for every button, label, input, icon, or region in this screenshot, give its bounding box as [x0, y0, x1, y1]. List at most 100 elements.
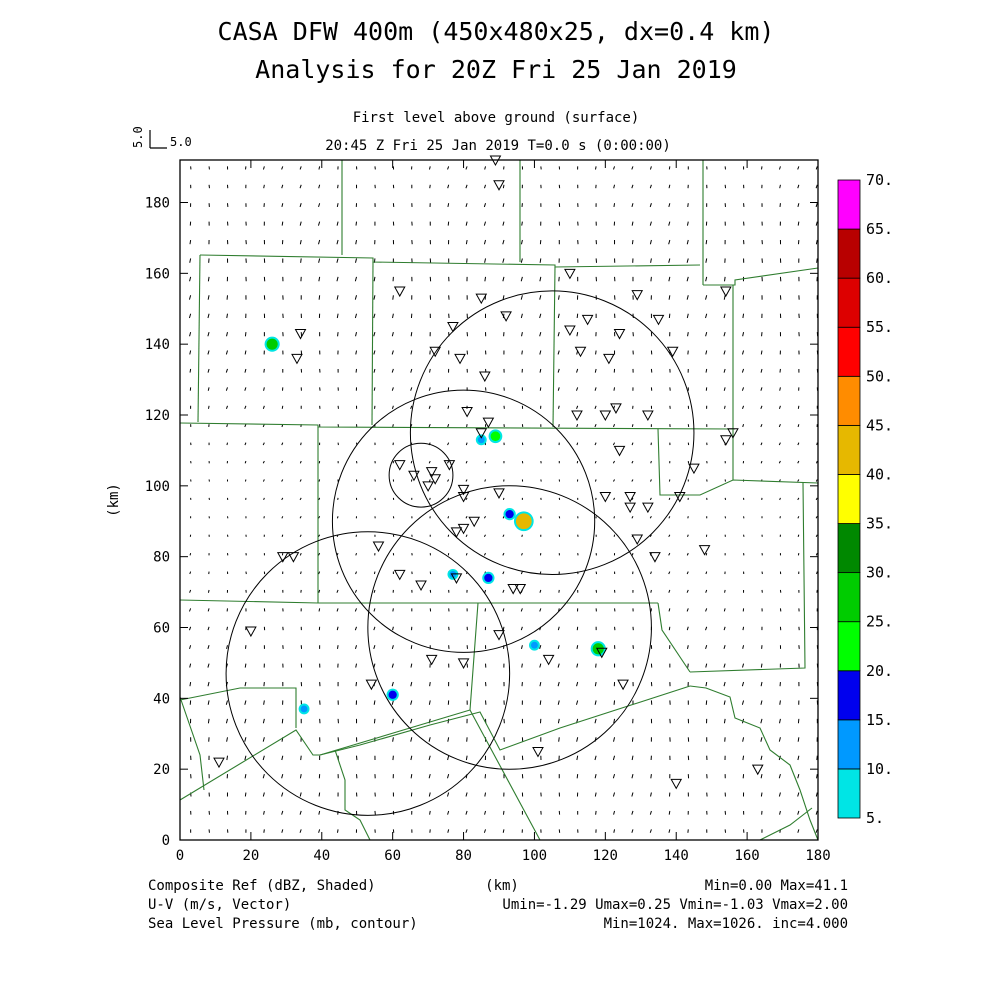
wind-vector [668, 534, 671, 538]
wind-vector [521, 221, 523, 226]
x-tick-label: 160 [734, 848, 759, 864]
station-marker [245, 626, 257, 638]
wind-vector [336, 203, 339, 208]
colorbar-label: 15. [866, 711, 893, 729]
wind-vector [521, 332, 523, 337]
wind-vector [539, 350, 542, 355]
wind-vector [539, 663, 542, 668]
plot-frame-background [180, 160, 818, 840]
wind-vector [815, 792, 818, 797]
wind-vector [428, 737, 431, 742]
x-tick-label: 120 [593, 848, 618, 864]
y-tick-label: 40 [153, 691, 170, 707]
wind-vector [318, 571, 321, 575]
wind-vector [281, 810, 284, 815]
y-tick-label: 180 [145, 196, 170, 212]
wind-vector [686, 589, 689, 593]
wind-vector [502, 626, 505, 631]
wind-vector [410, 681, 413, 687]
wind-vector [650, 276, 652, 282]
wind-vector [428, 166, 431, 170]
wind-vector [299, 552, 302, 556]
wind-vector [281, 203, 284, 208]
wind-vector [815, 203, 818, 208]
wind-vector [263, 184, 265, 189]
wind-vector [410, 645, 413, 649]
wind-vector [686, 221, 689, 226]
wind-vector [613, 387, 616, 391]
wind-vector [299, 829, 302, 833]
wind-vector [373, 276, 376, 282]
wind-vector [723, 350, 726, 355]
wind-vector [520, 645, 523, 649]
wind-vector [612, 755, 616, 761]
wind-vector [594, 774, 597, 779]
wind-vector [815, 552, 818, 556]
colorbar-swatch [837, 719, 861, 770]
wind-vector [318, 589, 321, 593]
wind-vector [668, 239, 671, 245]
wind-vector [355, 332, 357, 337]
wind-vector [631, 166, 634, 170]
wind-vector [189, 571, 192, 575]
wind-vector [336, 829, 339, 833]
wind-vector [244, 718, 247, 724]
wind-vector [189, 331, 192, 337]
wind-vector [576, 332, 579, 337]
wind-vector [668, 276, 671, 282]
reflectivity-cell [515, 513, 532, 530]
wind-vector [797, 516, 800, 519]
wind-vector [502, 276, 505, 282]
wind-vector [483, 552, 486, 556]
wind-vector [207, 368, 210, 373]
wind-vector [797, 203, 800, 208]
station-marker [670, 778, 683, 790]
time-label: 20:45 Z Fri 25 Jan 2019 T=0.0 s (0:00:00… [325, 138, 671, 154]
wind-vector [797, 184, 800, 189]
wind-vector [299, 460, 302, 464]
wind-vector [576, 442, 579, 446]
wind-vector [631, 460, 634, 464]
footer-field1-stats: Min=0.00 Max=41.1 [705, 878, 848, 894]
wind-vector [687, 645, 689, 649]
wind-vector [299, 221, 302, 226]
station-marker [631, 534, 644, 545]
wind-vector [373, 350, 376, 355]
wind-vector [797, 460, 800, 464]
wind-vector [447, 516, 450, 519]
wind-vector [760, 737, 763, 742]
wind-vector [428, 479, 431, 482]
wind-vector [668, 203, 671, 208]
wind-vector [705, 295, 708, 300]
wind-vector [723, 645, 726, 650]
wind-vector [465, 792, 468, 797]
wind-vector [594, 681, 597, 687]
wind-vector [631, 497, 634, 501]
wind-vector [705, 331, 708, 337]
wind-vector [631, 479, 634, 482]
wind-vector [281, 184, 284, 189]
wind-vector [649, 829, 652, 833]
colorbar-label: 60. [866, 269, 893, 287]
station-marker [631, 290, 644, 301]
wind-vector [779, 387, 781, 391]
wind-vector [815, 516, 818, 519]
wind-vector [299, 516, 302, 519]
wind-vector [318, 829, 321, 833]
wind-vector [502, 258, 505, 263]
wind-vector [502, 239, 505, 245]
wind-vector [521, 350, 523, 355]
colorbar-label: 20. [866, 662, 893, 680]
wind-vector [484, 810, 487, 815]
wind-vector [686, 313, 689, 319]
reflectivity-cell [266, 338, 278, 350]
wind-vector [760, 700, 763, 705]
wind-vector [225, 718, 228, 724]
wind-vector [797, 479, 800, 482]
wind-vector [336, 589, 339, 593]
wind-vector [649, 203, 652, 208]
wind-vector [447, 755, 450, 761]
reflectivity-cell [490, 431, 501, 442]
wind-vector [520, 313, 523, 319]
wind-vector [797, 221, 800, 226]
